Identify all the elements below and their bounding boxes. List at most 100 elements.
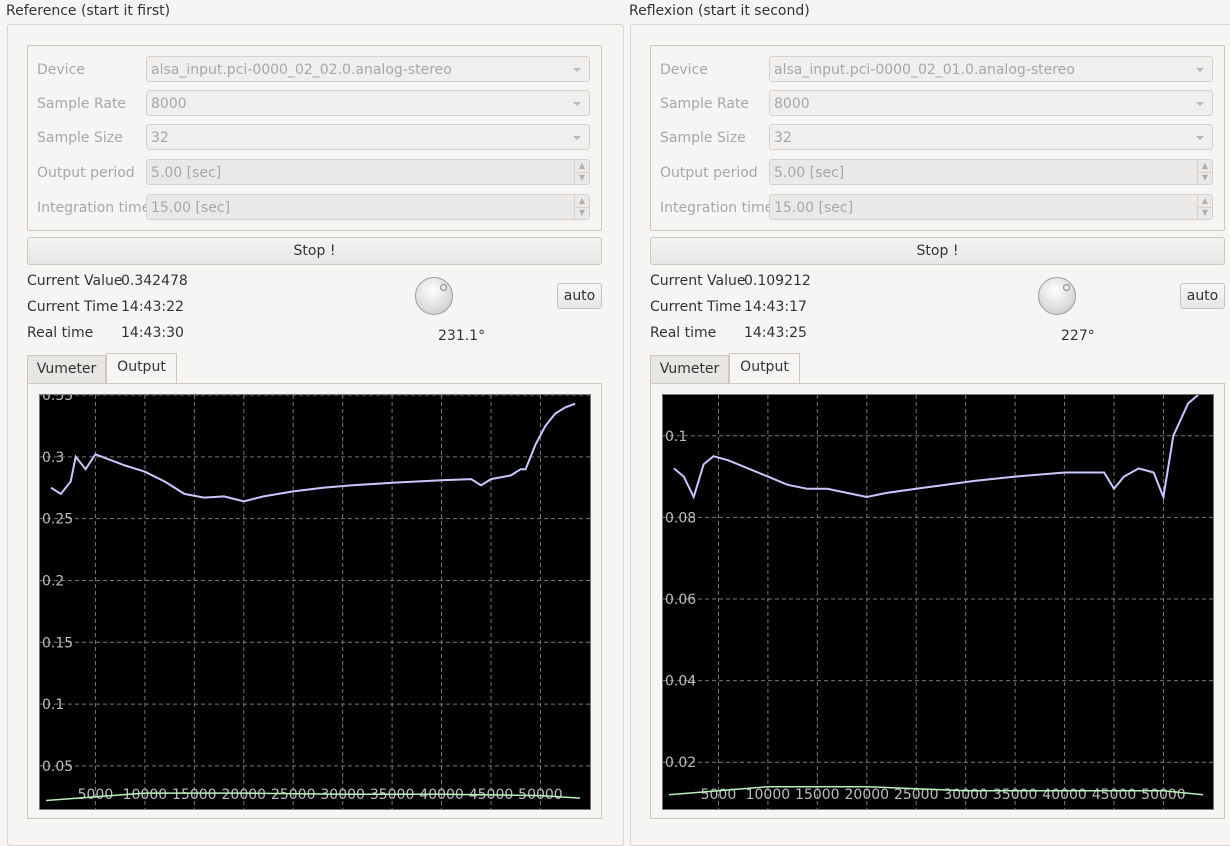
integration-time-spinbox[interactable]: 15.00 [sec] ▲ ▼ [769,194,1213,220]
spin-up-icon[interactable]: ▲ [1197,195,1212,208]
current-value-label: Current Value [27,273,123,289]
x-tick-label: 10000 [123,787,168,803]
y-tick-label: 0.25 [42,512,73,528]
knob-indicator-icon [1063,284,1070,291]
output-plot: 5000 10000 15000 20000 25000 30000 35000 40000 4… [39,394,591,810]
output-period-row: Output period 5.00 [sec] ▲ ▼ [28,159,601,187]
current-value-row: Current Value 0.342478 [27,273,188,289]
spin-down-icon[interactable]: ▼ [1197,207,1212,219]
real-time-row: Real time 14:43:30 [27,325,184,341]
y-tick-label: 0.06 [665,592,696,608]
device-row: Device alsa_input.pci-0000_02_02.0.analo… [28,56,601,84]
tab-vumeter[interactable]: Vumeter [27,355,106,383]
device-value: alsa_input.pci-0000_02_01.0.analog-stere… [774,62,1075,78]
sample-size-label: Sample Size [660,130,746,146]
device-combo[interactable]: alsa_input.pci-0000_02_02.0.analog-stere… [146,56,590,82]
current-time-label: Current Time [27,299,119,315]
current-time-row: Current Time 14:43:22 [27,299,184,315]
output-period-value: 5.00 [sec] [774,165,845,181]
output-tab-pane: 5000 10000 15000 20000 25000 30000 35000 40000 4… [27,383,602,819]
tab-output[interactable]: Output [106,353,177,384]
sample-rate-value: 8000 [151,96,187,112]
sample-rate-row: Sample Rate 8000 [28,90,601,118]
x-tick-label: 20000 [222,787,267,803]
sample-rate-combo[interactable]: 8000 [769,90,1213,116]
current-time: 14:43:17 [744,299,807,315]
plot-svg: 5000 10000 15000 20000 25000 30000 35000 40000 4… [40,395,590,809]
current-value-label: Current Value [650,273,746,289]
y-tick-label: 0.1 [665,429,687,445]
integration-time-label: Integration time [660,200,774,216]
y-tick-label: 0.05 [42,759,73,775]
output-period-row: Output period 5.00 [sec] ▲ ▼ [651,159,1224,187]
current-value: 0.109212 [744,273,811,289]
sample-size-row: Sample Size 32 [651,124,1224,152]
sample-size-combo[interactable]: 32 [146,124,590,150]
auto-button[interactable]: auto [557,283,602,309]
spin-up-icon[interactable]: ▲ [574,160,589,173]
tab-output[interactable]: Output [729,353,800,384]
y-tick-label: 0.1 [42,697,64,713]
sample-size-label: Sample Size [37,130,123,146]
stop-button[interactable]: Stop ! [27,237,602,265]
x-tick-label: 25000 [894,787,939,803]
spin-down-icon[interactable]: ▼ [574,172,589,184]
baseline-series-line [45,792,581,802]
stop-button[interactable]: Stop ! [650,237,1225,265]
sample-rate-combo[interactable]: 8000 [146,90,590,116]
output-plot: 5000 10000 15000 20000 25000 30000 35000 40000 4… [662,394,1214,810]
x-tick-label: 10000 [746,787,791,803]
output-period-label: Output period [660,165,758,181]
plot-svg: 5000 10000 15000 20000 25000 30000 35000 40000 4… [663,395,1213,809]
device-combo[interactable]: alsa_input.pci-0000_02_01.0.analog-stere… [769,56,1213,82]
integration-time-row: Integration time 15.00 [sec] ▲ ▼ [651,194,1224,222]
real-time: 14:43:25 [744,325,807,341]
tab-vumeter[interactable]: Vumeter [650,355,729,383]
angle-readout: 227° [1061,328,1095,344]
angle-readout: 231.1° [438,328,486,344]
x-tick-label: 15000 [795,787,840,803]
reflexion-panel: Reflexion (start it second) Device alsa_… [623,0,1230,846]
spin-up-icon[interactable]: ▲ [1197,160,1212,173]
x-tick-label: 15000 [172,787,217,803]
knob-indicator-icon [440,284,447,291]
real-time-label: Real time [27,325,94,341]
output-period-spinbox[interactable]: 5.00 [sec] ▲ ▼ [769,159,1213,185]
y-tick-label: 0.08 [665,510,696,526]
y-tick-label: 0.3 [42,450,64,466]
integration-time-value: 15.00 [sec] [774,200,854,216]
y-tick-label: 0.2 [42,573,64,589]
device-row: Device alsa_input.pci-0000_02_01.0.analo… [651,56,1224,84]
output-period-spinbox[interactable]: 5.00 [sec] ▲ ▼ [146,159,590,185]
sample-size-row: Sample Size 32 [28,124,601,152]
settings-group: Device alsa_input.pci-0000_02_01.0.analo… [650,45,1225,231]
grid [663,395,1213,809]
x-tick-label: 50000 [1141,787,1186,803]
real-time-label: Real time [650,325,717,341]
current-value-row: Current Value 0.109212 [650,273,811,289]
spin-down-icon[interactable]: ▼ [574,207,589,219]
integration-time-label: Integration time [37,200,151,216]
device-label: Device [660,62,708,78]
x-tick-label: 45000 [1092,787,1137,803]
y-tick-label: 0.02 [665,755,696,771]
phase-knob[interactable] [415,277,453,315]
phase-knob[interactable] [1038,277,1076,315]
spin-up-icon[interactable]: ▲ [574,195,589,208]
auto-button[interactable]: auto [1180,283,1225,309]
integration-time-spinbox[interactable]: 15.00 [sec] ▲ ▼ [146,194,590,220]
current-value: 0.342478 [121,273,188,289]
output-series-line [50,402,576,503]
reference-panel: Reference (start it first) Device alsa_i… [0,0,624,846]
grid [40,395,590,809]
sample-size-combo[interactable]: 32 [769,124,1213,150]
x-tick-label: 5000 [78,787,114,803]
current-time-row: Current Time 14:43:17 [650,299,807,315]
output-period-label: Output period [37,165,135,181]
integration-time-value: 15.00 [sec] [151,200,231,216]
sample-size-value: 32 [151,130,169,146]
device-value: alsa_input.pci-0000_02_02.0.analog-stere… [151,62,452,78]
sample-rate-label: Sample Rate [660,96,750,112]
spin-down-icon[interactable]: ▼ [1197,172,1212,184]
settings-group: Device alsa_input.pci-0000_02_02.0.analo… [27,45,602,231]
